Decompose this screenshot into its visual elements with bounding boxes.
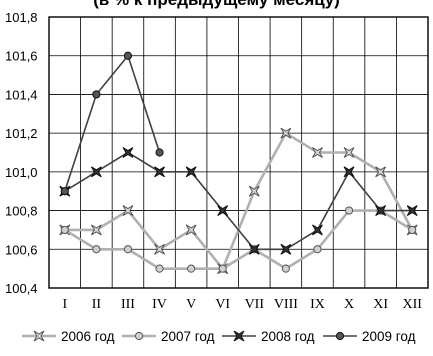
x-tick-label: V bbox=[186, 297, 196, 312]
data-point bbox=[248, 185, 260, 197]
data-point bbox=[313, 245, 322, 254]
y-tick-label: 101,6 bbox=[5, 49, 38, 64]
data-point bbox=[187, 264, 196, 273]
data-point bbox=[90, 224, 102, 236]
data-point bbox=[154, 243, 165, 255]
data-point bbox=[406, 205, 418, 217]
data-point bbox=[123, 51, 133, 60]
x-tick-label: VIII bbox=[274, 297, 298, 312]
legend-label: 2009 год bbox=[362, 329, 416, 344]
y-tick-label: 101,2 bbox=[5, 126, 38, 141]
chart-title: (в % к предыдущему месяцу) bbox=[0, 0, 433, 10]
series-line bbox=[64, 209, 413, 271]
data-point bbox=[60, 225, 69, 235]
x-tick-label: II bbox=[92, 297, 102, 312]
y-tick-label: 101,8 bbox=[5, 10, 38, 25]
series-line bbox=[64, 54, 161, 192]
x-tick-label: VII bbox=[245, 297, 265, 312]
x-tick-label: IX bbox=[310, 297, 325, 312]
legend-item-1: 2006 год bbox=[22, 329, 115, 344]
data-point bbox=[92, 90, 101, 99]
legend-label: 2008 год bbox=[261, 329, 315, 344]
series-group bbox=[59, 51, 418, 275]
data-point bbox=[408, 225, 417, 235]
data-point bbox=[344, 206, 354, 215]
data-point bbox=[218, 264, 227, 273]
data-point bbox=[123, 245, 133, 254]
y-tick-label: 100,6 bbox=[5, 242, 38, 257]
x-tick-label: XI bbox=[373, 297, 388, 312]
legend: 2006 год 2007 год 2008 год 2009 год bbox=[22, 329, 416, 344]
data-point bbox=[60, 187, 69, 196]
x-tick-label: I bbox=[62, 297, 67, 312]
data-point bbox=[90, 166, 102, 178]
legend-label: 2006 год bbox=[61, 329, 115, 344]
x-tick-label: XII bbox=[402, 297, 422, 312]
data-point bbox=[312, 147, 323, 158]
data-point bbox=[122, 205, 134, 217]
data-point bbox=[217, 205, 229, 217]
data-point bbox=[134, 331, 144, 341]
x-tick-label: III bbox=[121, 297, 135, 312]
data-point bbox=[335, 331, 345, 341]
y-tick-labels: 100,4 100,6 100,8 101,0 101,2 101,4 101,6 101,8 bbox=[5, 10, 38, 296]
y-tick-label: 100,4 bbox=[5, 281, 38, 296]
data-point bbox=[122, 147, 134, 158]
data-point bbox=[343, 166, 355, 178]
x-tick-label: VI bbox=[215, 297, 230, 312]
legend-item-3: 2008 год bbox=[222, 329, 315, 344]
y-tick-label: 100,8 bbox=[5, 204, 38, 219]
series-4 bbox=[60, 51, 164, 196]
series-line bbox=[64, 151, 413, 251]
data-point bbox=[185, 224, 197, 236]
x-tick-label: X bbox=[344, 297, 354, 312]
data-point bbox=[281, 264, 290, 273]
x-tick-labels: I II III IV V VI VII VIII IX X XI XII bbox=[62, 297, 422, 312]
plot-frame bbox=[48, 16, 429, 289]
data-point bbox=[155, 264, 164, 273]
legend-item-4: 2009 год bbox=[323, 329, 416, 344]
series-3 bbox=[59, 147, 418, 255]
y-tick-label: 101,0 bbox=[5, 165, 38, 180]
data-point bbox=[343, 147, 355, 158]
data-point bbox=[248, 243, 260, 255]
data-point bbox=[375, 205, 387, 217]
data-point bbox=[154, 166, 165, 178]
x-tick-label: IV bbox=[152, 297, 167, 312]
y-tick-label: 101,4 bbox=[5, 87, 38, 102]
legend-label: 2007 год bbox=[161, 329, 215, 344]
data-point bbox=[280, 127, 292, 139]
data-point bbox=[280, 243, 292, 255]
data-point bbox=[185, 166, 197, 178]
data-point bbox=[33, 330, 45, 342]
legend-item-2: 2007 год bbox=[122, 329, 215, 344]
data-point bbox=[233, 330, 245, 342]
data-point bbox=[375, 166, 387, 178]
data-point bbox=[312, 224, 323, 236]
data-point bbox=[92, 245, 101, 254]
data-point bbox=[155, 148, 164, 157]
